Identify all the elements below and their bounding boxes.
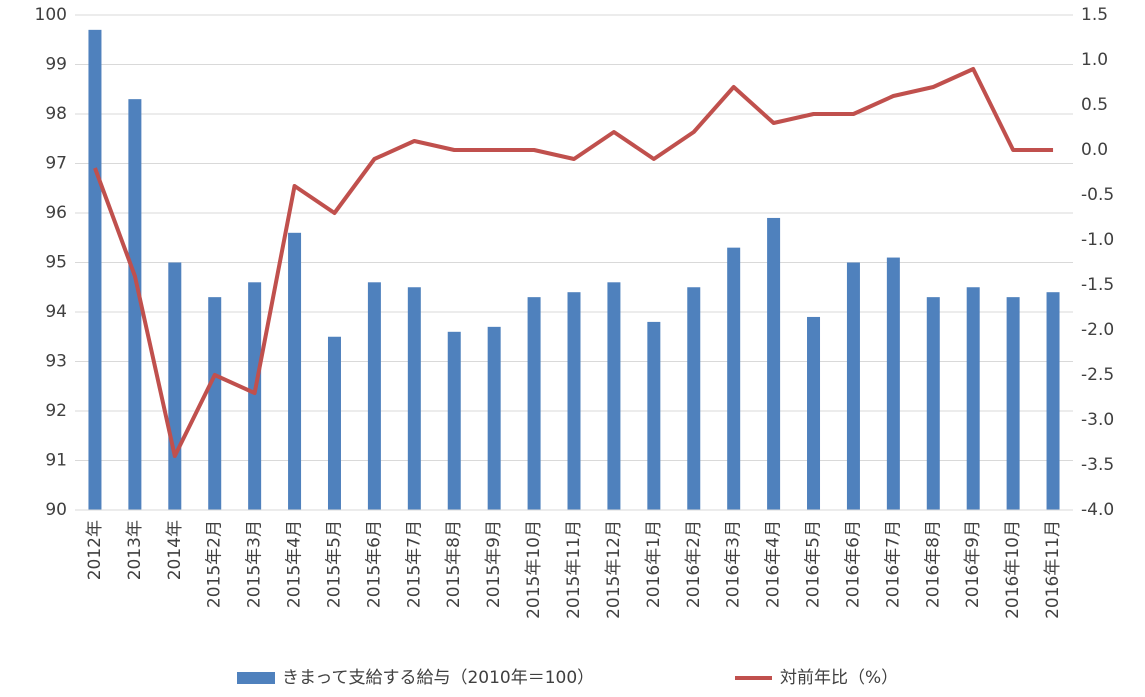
y-tick-label: 91: [45, 451, 67, 471]
y2-tick-label: -4.0: [1081, 500, 1114, 520]
x-tick-label: 2015年9月: [484, 520, 504, 608]
bar: [367, 282, 381, 510]
y-tick-label: 96: [45, 203, 67, 223]
x-tick-label: 2015年8月: [444, 520, 464, 608]
x-tick-label: 2016年3月: [724, 520, 744, 608]
bar: [1006, 297, 1020, 510]
bar: [487, 326, 501, 510]
bar: [727, 247, 741, 510]
x-tick-label: 2016年7月: [883, 520, 903, 608]
bar: [447, 331, 461, 510]
legend-label: きまって支給する給与（2010年＝100）: [282, 668, 594, 688]
y2-tick-label: 1.0: [1081, 50, 1108, 70]
bar: [1046, 292, 1060, 510]
x-tick-label: 2015年7月: [404, 520, 424, 608]
bar: [807, 316, 821, 510]
x-tick-label: 2015年4月: [285, 520, 305, 608]
x-tick-label: 2014年: [165, 520, 185, 580]
y2-tick-label: 1.5: [1081, 5, 1108, 25]
y2-tick-label: -3.5: [1081, 455, 1114, 475]
bar: [288, 232, 302, 511]
y2-tick-label: -3.0: [1081, 410, 1114, 430]
x-tick-label: 2015年3月: [245, 520, 265, 608]
bar: [687, 287, 701, 510]
y-tick-label: 92: [45, 401, 67, 421]
x-tick-label: 2016年10月: [1003, 520, 1023, 619]
bar: [926, 297, 940, 510]
bar: [567, 292, 581, 510]
bar: [248, 282, 262, 510]
y-tick-label: 97: [45, 154, 67, 174]
y-tick-label: 99: [45, 55, 67, 75]
bar: [647, 321, 661, 510]
x-tick-label: 2016年2月: [684, 520, 704, 608]
line: [93, 67, 1054, 458]
bar: [88, 29, 102, 510]
x-tick-label: 2015年6月: [364, 520, 384, 608]
legend-swatch: [237, 672, 275, 684]
x-tick-label: 2015年11月: [564, 520, 584, 619]
bar: [168, 262, 182, 510]
legend-label: 対前年比（%）: [780, 668, 898, 688]
bar: [407, 287, 421, 510]
y2-tick-label: 0.5: [1081, 95, 1108, 115]
y2-tick-label: -2.0: [1081, 320, 1114, 340]
bar: [886, 257, 900, 510]
y2-tick-label: -1.5: [1081, 275, 1114, 295]
y2-tick-label: -0.5: [1081, 185, 1114, 205]
x-tick-label: 2015年2月: [205, 520, 225, 608]
x-tick-label: 2016年9月: [963, 520, 983, 608]
x-tick-label: 2015年12月: [604, 520, 624, 619]
y-tick-label: 95: [45, 253, 67, 273]
x-tick-label: 2016年8月: [923, 520, 943, 608]
y-tick-label: 90: [45, 500, 67, 520]
y-tick-label: 93: [45, 352, 67, 372]
x-tick-label: 2015年5月: [324, 520, 344, 608]
y-tick-label: 100: [35, 5, 67, 25]
x-tick-label: 2012年: [85, 520, 105, 580]
x-tick-label: 2016年1月: [644, 520, 664, 608]
bar: [527, 297, 541, 510]
y-tick-label: 94: [45, 302, 67, 322]
y-tick-label: 98: [45, 104, 67, 124]
y2-tick-label: -2.5: [1081, 365, 1114, 385]
x-tick-label: 2013年: [125, 520, 145, 580]
x-tick-label: 2016年5月: [804, 520, 824, 608]
bar: [208, 297, 222, 510]
bar: [966, 287, 980, 510]
bar: [767, 217, 781, 510]
bar: [846, 262, 860, 510]
x-tick-label: 2016年4月: [764, 520, 784, 608]
bar: [327, 336, 341, 510]
x-tick-label: 2016年11月: [1043, 520, 1063, 619]
y2-tick-label: 0.0: [1081, 140, 1108, 160]
x-tick-label: 2015年10月: [524, 520, 544, 619]
x-tick-label: 2016年6月: [843, 520, 863, 608]
bar: [128, 99, 142, 511]
bar: [607, 282, 621, 510]
y2-tick-label: -1.0: [1081, 230, 1114, 250]
